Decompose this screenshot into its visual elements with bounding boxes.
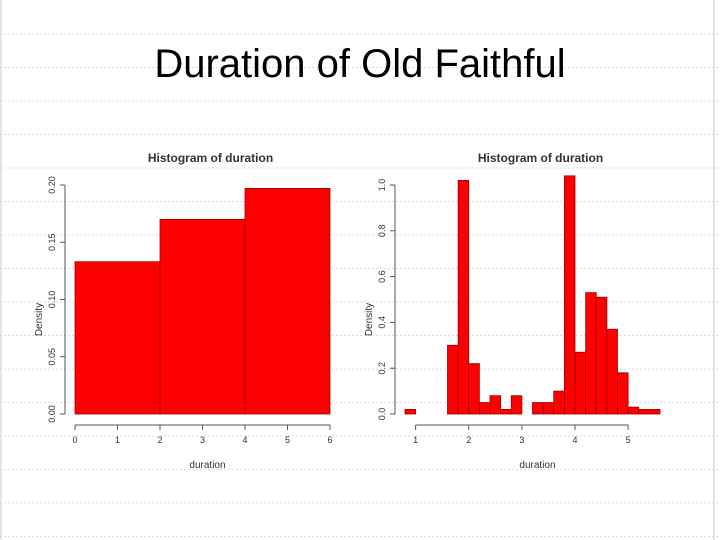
histogram-bar [510, 395, 523, 415]
histogram-fine: Histogram of duration 1 2 3 4 5 duration 0.0 0.2… [364, 151, 661, 471]
x-tick-label: 1 [413, 435, 418, 445]
histogram-bar [489, 395, 502, 415]
slide-title: Duration of Old Faithful [154, 42, 566, 86]
y-tick-label: 0.2 [377, 362, 387, 375]
histogram-bar [404, 409, 417, 415]
histogram-bar [585, 292, 597, 415]
histogram-bar [553, 390, 565, 415]
y-tick-label: 0.8 [377, 225, 387, 238]
histogram-bar [574, 351, 587, 415]
x-tick-label: 3 [519, 435, 524, 445]
y-tick-label: 0.6 [377, 270, 387, 283]
y-tick-label: 0.15 [47, 233, 57, 251]
histogram-bar [532, 402, 544, 415]
y-tick-label: 0.4 [377, 316, 387, 329]
histogram-bar [447, 344, 459, 415]
histogram-coarse: Histogram of duration 0 1 2 3 4 5 6 duration 0.00… [34, 151, 333, 471]
chart-title: Histogram of duration [148, 151, 273, 165]
y-tick-label: 0.00 [47, 405, 57, 423]
x-axis-label: duration [519, 460, 555, 471]
x-tick-label: 5 [626, 435, 631, 445]
histogram-bar [74, 261, 161, 415]
histogram-bar [468, 363, 480, 415]
y-axis-label: Density [34, 303, 45, 336]
y-tick-label: 0.0 [377, 408, 387, 421]
chart-title: Histogram of duration [478, 151, 603, 165]
y-tick-label: 1.0 [377, 179, 387, 192]
histogram-bar [563, 175, 576, 415]
y-tick-label: 0.05 [47, 348, 57, 366]
histogram-bar [595, 296, 608, 415]
y-axis-label: Density [364, 303, 375, 336]
y-tick-label: 0.20 [47, 176, 57, 194]
x-tick-label: 2 [466, 435, 471, 445]
x-tick-label: 0 [72, 435, 77, 445]
histogram-bar [500, 409, 512, 415]
histogram-bar [638, 409, 661, 415]
histogram-bar [606, 328, 618, 415]
x-axis-label: duration [189, 460, 225, 471]
x-tick-label: 4 [242, 435, 247, 445]
histogram-bar [478, 402, 491, 415]
histogram-bar [542, 402, 555, 415]
histogram-bar [159, 218, 246, 415]
x-tick-label: 5 [285, 435, 290, 445]
histogram-bar [627, 406, 640, 415]
x-tick-label: 6 [327, 435, 332, 445]
histogram-bar [617, 372, 629, 415]
histogram-bar [457, 180, 470, 415]
histogram-bar [244, 188, 331, 415]
x-tick-label: 1 [115, 435, 120, 445]
x-tick-label: 3 [200, 435, 205, 445]
x-tick-label: 4 [572, 435, 577, 445]
y-tick-label: 0.10 [47, 291, 57, 309]
x-tick-label: 2 [157, 435, 162, 445]
